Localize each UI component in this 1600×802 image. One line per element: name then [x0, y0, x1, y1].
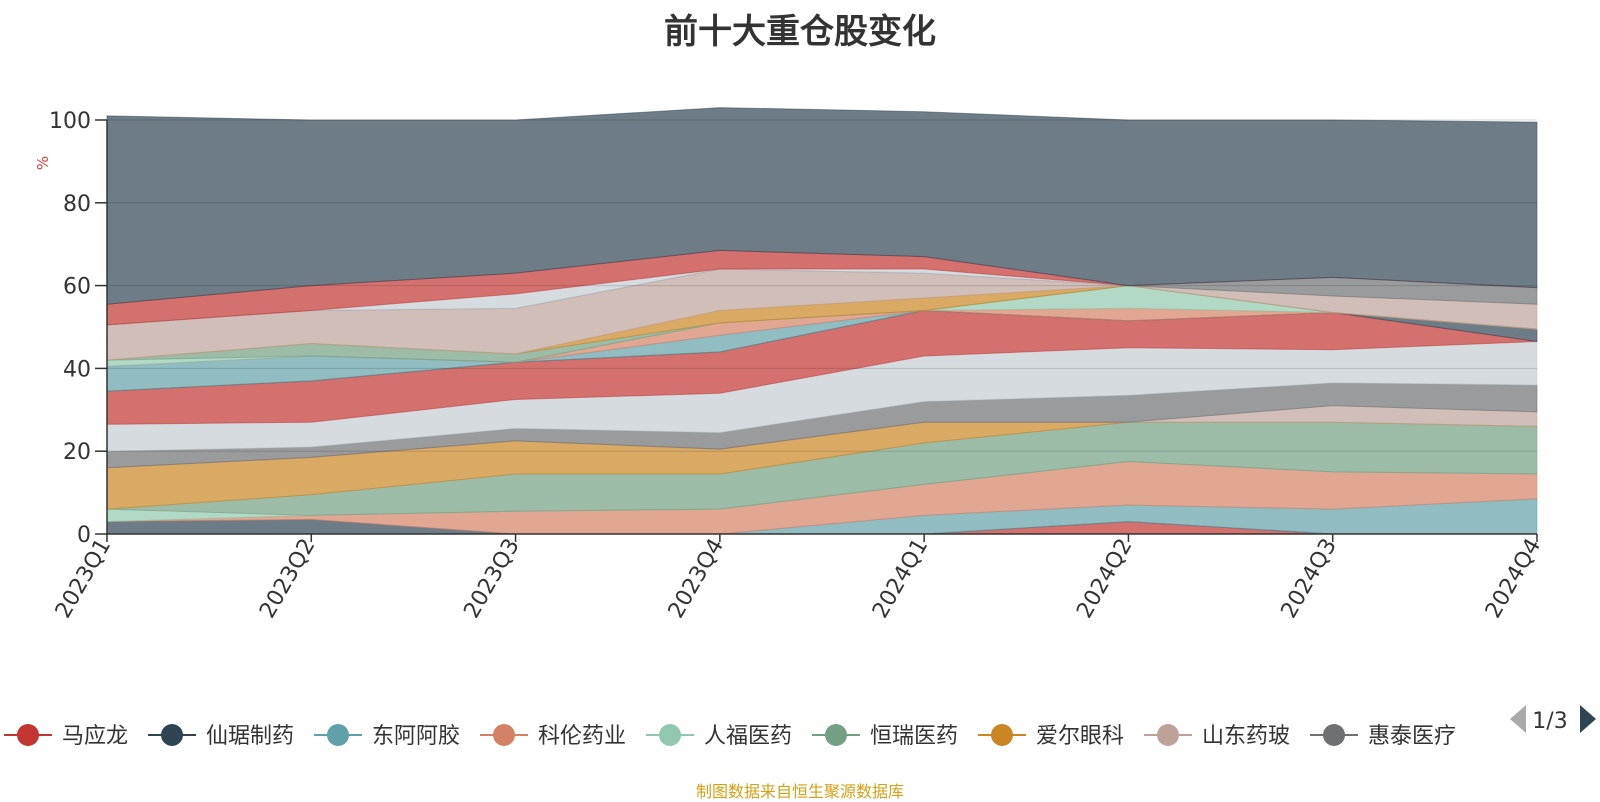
y-tick-label: 20	[63, 440, 91, 465]
legend-marker	[1323, 724, 1345, 746]
legend-item-仙琚制药[interactable]: 仙琚制药	[148, 724, 294, 749]
y-tick-label: 100	[49, 109, 91, 134]
legend-marker	[659, 724, 681, 746]
legend-item-爱尔眼科[interactable]: 爱尔眼科	[978, 724, 1124, 749]
x-tick-label: 2023Q3	[459, 535, 524, 623]
legend-label: 人福医药	[704, 724, 792, 749]
legend-marker	[991, 724, 1013, 746]
legend-label: 山东药玻	[1202, 724, 1290, 749]
y-tick-label: 40	[63, 357, 91, 382]
legend-item-科伦药业[interactable]: 科伦药业	[480, 724, 626, 749]
legend-marker	[17, 724, 39, 746]
x-tick-label: 2024Q1	[868, 535, 933, 623]
legend-label: 爱尔眼科	[1036, 724, 1124, 749]
chart-title: 前十大重仓股变化	[664, 12, 936, 52]
legend-marker	[825, 724, 847, 746]
y-tick-label: 80	[63, 192, 91, 217]
y-tick-label: 60	[63, 275, 91, 300]
legend-label: 仙琚制药	[206, 724, 294, 749]
legend-item-东阿阿胶[interactable]: 东阿阿胶	[314, 724, 460, 749]
legend-page-indicator: 1/3	[1532, 709, 1567, 734]
legend-marker	[1157, 724, 1179, 746]
legend-item-惠泰医疗[interactable]: 惠泰医疗	[1310, 724, 1456, 749]
area-series	[106, 107, 1538, 535]
legend-pager: 1/3	[1510, 705, 1596, 734]
y-axis-label: %	[34, 156, 52, 170]
y-tick-label: 0	[77, 523, 91, 548]
x-tick-label: 2023Q4	[664, 535, 729, 623]
legend-label: 惠泰医疗	[1368, 724, 1456, 749]
legend-next-arrow-icon[interactable]	[1580, 705, 1596, 733]
legend-label: 马应龙	[62, 724, 128, 749]
legend-item-山东药玻[interactable]: 山东药玻	[1144, 724, 1290, 749]
legend-prev-arrow-icon[interactable]	[1510, 705, 1526, 733]
legend-label: 恒瑞医药	[870, 724, 958, 749]
legend: 马应龙 仙琚制药 东阿阿胶 科伦药业 人福医药 恒瑞医药 爱尔眼科 山东药玻 惠泰医疗	[4, 724, 1456, 749]
legend-marker	[493, 724, 515, 746]
legend-item-恒瑞医药[interactable]: 恒瑞医药	[812, 724, 958, 749]
x-tick-label: 2023Q2	[255, 535, 320, 623]
source-note: 制图数据来自恒生聚源数据库	[695, 782, 904, 801]
legend-marker	[327, 724, 349, 746]
x-tick-label: 2024Q4	[1481, 535, 1546, 623]
x-tick-label: 2024Q2	[1072, 535, 1137, 623]
legend-label: 东阿阿胶	[372, 724, 460, 749]
area-其他[interactable]	[106, 107, 1538, 305]
legend-item-马应龙[interactable]: 马应龙	[4, 724, 128, 749]
legend-label: 科伦药业	[538, 724, 626, 749]
x-tick-label: 2024Q3	[1277, 535, 1342, 623]
legend-marker	[161, 724, 183, 746]
legend-item-人福医药[interactable]: 人福医药	[646, 724, 792, 749]
